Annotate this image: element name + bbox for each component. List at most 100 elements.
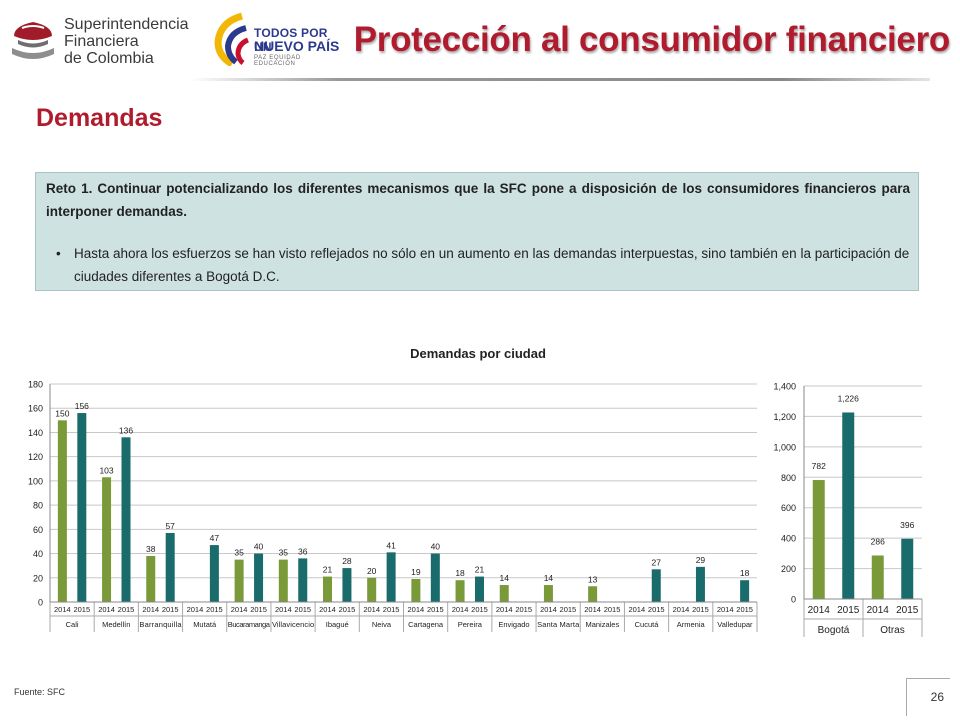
data-label: 13 (588, 574, 598, 584)
x-category-label: Armenia (677, 620, 706, 629)
page-number: 26 (930, 690, 944, 704)
y-tick-label: 20 (33, 573, 43, 583)
x-year-label: 2015 (383, 605, 400, 614)
y-tick-label: 120 (28, 452, 43, 462)
x-year-label: 2015 (339, 605, 356, 614)
bar-2015 (430, 553, 440, 602)
data-label: 40 (431, 542, 441, 552)
x-category-label: Cartagena (408, 620, 444, 629)
info-bullet: • Hasta ahora los esfuerzos se han visto… (56, 242, 910, 288)
x-category-label: Manizales (585, 620, 619, 629)
x-year-label: 2014 (584, 605, 601, 614)
sfc-logo: Superintendencia Financiera de Colombia (8, 14, 189, 67)
bullet-icon: • (56, 246, 61, 261)
y-tick-label: 60 (33, 525, 43, 535)
data-label: 136 (119, 425, 133, 435)
bar-2015 (695, 566, 705, 602)
x-year-label: 2014 (363, 605, 380, 614)
y-tick-label: 160 (28, 404, 43, 414)
bar-2015 (475, 576, 485, 602)
x-year-label: 2014 (717, 605, 734, 614)
x-year-label: 2015 (515, 605, 532, 614)
x-year-label: 2014 (187, 605, 204, 614)
x-year-label: 2014 (275, 605, 292, 614)
data-label: 27 (652, 557, 662, 567)
sfc-logo-icon (12, 22, 54, 59)
bar-2015 (740, 580, 750, 602)
x-year-label: 2015 (736, 605, 753, 614)
data-label: 286 (871, 536, 885, 546)
y-tick-label: 180 (28, 380, 43, 390)
x-category-label: Bucaramanga (228, 620, 271, 629)
x-year-label: 2014 (408, 605, 425, 614)
data-label: 18 (455, 568, 465, 578)
y-tick-label: 100 (28, 476, 43, 486)
x-year-label: 2014 (231, 605, 248, 614)
x-year-label: 2014 (142, 605, 159, 614)
y-tick-label: 40 (33, 549, 43, 559)
data-label: 57 (165, 521, 175, 531)
data-label: 36 (298, 546, 308, 556)
y-tick-label: 400 (781, 534, 796, 544)
info-bullet-text: Hasta ahora los esfuerzos se han visto r… (74, 246, 910, 284)
data-label: 35 (279, 548, 289, 558)
bar-2014 (499, 585, 509, 602)
x-year-label: 2015 (837, 605, 860, 616)
data-label: 20 (367, 566, 377, 576)
x-year-label: 2014 (452, 605, 469, 614)
x-category-label: Medellín (102, 620, 130, 629)
x-year-label: 2014 (808, 605, 831, 616)
x-year-label: 2015 (896, 605, 919, 616)
data-label: 156 (75, 401, 89, 411)
x-category-label: Ibagué (326, 620, 349, 629)
data-label: 1,226 (838, 393, 860, 403)
data-label: 782 (812, 461, 826, 471)
y-tick-label: 200 (781, 564, 796, 574)
gov-logo: TODOS POR UN NUEVO PAÍS PAZ EQUIDAD EDUC… (212, 12, 342, 68)
x-year-label: 2015 (471, 605, 488, 614)
x-year-label: 2014 (98, 605, 115, 614)
bar-2015 (165, 532, 175, 602)
x-year-label: 2014 (319, 605, 336, 614)
source-note: Fuente: SFC (14, 687, 66, 697)
bar-2015 (842, 412, 855, 599)
x-category-label: Mutatá (193, 620, 217, 629)
y-tick-label: 1,400 (773, 382, 796, 392)
x-category-label: Cali (66, 620, 79, 629)
bar-2015 (651, 569, 661, 602)
x-year-label: 2014 (867, 605, 890, 616)
bar-2014 (57, 420, 67, 602)
data-label: 41 (386, 540, 396, 550)
sfc-logo-line: de Colombia (64, 50, 154, 67)
x-year-label: 2015 (648, 605, 665, 614)
y-tick-label: 140 (28, 428, 43, 438)
x-year-label: 2015 (162, 605, 179, 614)
x-year-label: 2015 (73, 605, 90, 614)
x-category-label: Valledupar (717, 620, 753, 629)
bar-2014 (871, 555, 884, 599)
x-category-label: Barranquilla (139, 620, 182, 629)
data-label: 18 (740, 568, 750, 578)
data-label: 14 (500, 573, 510, 583)
data-label: 35 (234, 548, 244, 558)
y-tick-label: 0 (791, 595, 796, 605)
y-tick-label: 0 (38, 598, 43, 608)
y-tick-label: 800 (781, 473, 796, 483)
data-label: 150 (55, 408, 69, 418)
y-tick-label: 1,200 (773, 412, 796, 422)
gov-logo-line1: TODOS POR UN (254, 26, 328, 54)
chart-title: Demandas por ciudad (410, 346, 546, 361)
gov-logo-icon (214, 12, 250, 66)
bar-2015 (77, 413, 87, 602)
bar-2014 (278, 559, 288, 602)
chart-cities: 02040608010012014016018015020141562015Ca… (28, 380, 758, 632)
data-label: 21 (323, 565, 333, 575)
bar-2015 (342, 568, 352, 602)
page-divider (906, 678, 950, 679)
data-label: 103 (99, 465, 113, 475)
x-category-label: Neiva (372, 620, 392, 629)
bar-2014 (367, 577, 377, 602)
bar-2014 (812, 480, 825, 599)
x-category-label: Envigado (498, 620, 529, 629)
x-year-label: 2015 (250, 605, 267, 614)
